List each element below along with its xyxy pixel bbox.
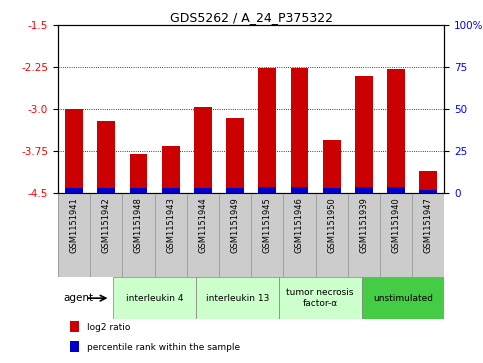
Bar — [258, 187, 276, 193]
Bar — [70, 340, 79, 352]
Text: GSM1151939: GSM1151939 — [359, 197, 369, 253]
Bar — [70, 321, 79, 333]
Bar — [129, 188, 147, 193]
Bar — [226, 118, 244, 193]
Bar — [113, 277, 196, 319]
Text: unstimulated: unstimulated — [373, 294, 433, 303]
Text: GSM1151947: GSM1151947 — [424, 197, 433, 253]
Bar — [355, 76, 373, 193]
Bar — [323, 188, 341, 193]
Text: GSM1151946: GSM1151946 — [295, 197, 304, 253]
Text: GSM1151942: GSM1151942 — [102, 197, 111, 253]
Text: GSM1151941: GSM1151941 — [70, 197, 79, 253]
Text: GSM1151949: GSM1151949 — [230, 197, 240, 253]
Text: GSM1151944: GSM1151944 — [199, 197, 207, 253]
Bar — [323, 140, 341, 193]
Bar — [162, 146, 180, 193]
Bar — [362, 277, 444, 319]
Bar — [419, 190, 437, 193]
Bar — [279, 277, 362, 319]
Text: GSM1151943: GSM1151943 — [166, 197, 175, 253]
Bar — [355, 187, 373, 193]
Bar — [291, 187, 308, 193]
Text: interleukin 4: interleukin 4 — [126, 294, 184, 303]
Text: interleukin 13: interleukin 13 — [206, 294, 269, 303]
Bar — [129, 154, 147, 193]
Text: GSM1151950: GSM1151950 — [327, 197, 336, 253]
Text: tumor necrosis
factor-α: tumor necrosis factor-α — [286, 289, 354, 308]
Text: GSM1151940: GSM1151940 — [392, 197, 400, 253]
Bar — [98, 121, 115, 193]
Text: log2 ratio: log2 ratio — [87, 323, 130, 332]
Bar — [65, 109, 83, 193]
Bar — [419, 171, 437, 193]
Text: GSM1151945: GSM1151945 — [263, 197, 272, 253]
Bar — [387, 69, 405, 193]
Text: percentile rank within the sample: percentile rank within the sample — [87, 343, 240, 352]
Bar — [196, 277, 279, 319]
Bar — [162, 188, 180, 193]
Text: agent: agent — [63, 293, 94, 303]
Title: GDS5262 / A_24_P375322: GDS5262 / A_24_P375322 — [170, 11, 333, 24]
Bar — [194, 188, 212, 193]
Bar — [98, 188, 115, 193]
Text: GSM1151948: GSM1151948 — [134, 197, 143, 253]
Bar — [194, 106, 212, 193]
Bar — [65, 188, 83, 193]
Bar — [226, 188, 244, 193]
Bar — [258, 69, 276, 193]
Bar — [387, 187, 405, 193]
Bar — [291, 69, 308, 193]
